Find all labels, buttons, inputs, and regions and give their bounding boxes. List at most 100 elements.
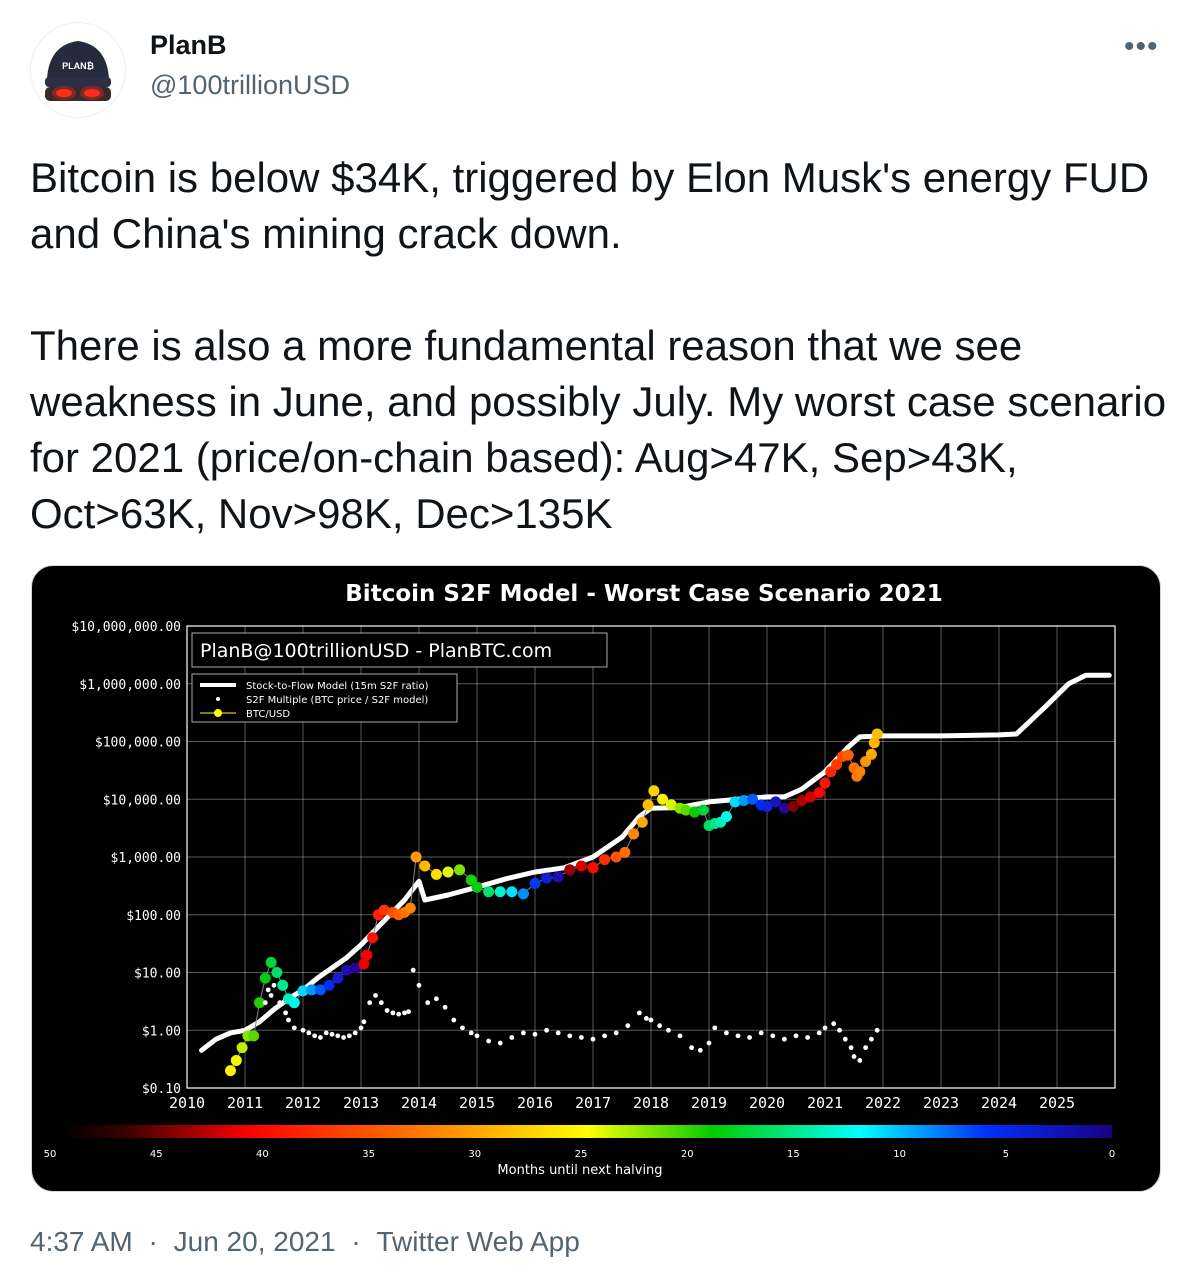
chart-title: Bitcoin S2F Model - Worst Case Scenario … — [345, 581, 942, 607]
s2f-multiple-point — [268, 993, 274, 998]
btc-price-point — [854, 766, 866, 778]
s2f-multiple-point — [874, 1027, 880, 1033]
s2f-multiple-point — [347, 1033, 352, 1039]
s2f-multiple-point — [434, 996, 439, 1002]
s2f-multiple-point — [265, 987, 271, 993]
btc-price-point — [842, 749, 854, 761]
tweet-media-chart[interactable]: Bitcoin S2F Model - Worst Case Scenario … — [31, 565, 1161, 1192]
s2f-multiple-point — [358, 1025, 364, 1031]
s2f-multiple-point — [323, 1030, 329, 1036]
author-handle[interactable]: @100trillionUSD — [150, 70, 350, 100]
s2f-multiple-point — [468, 1030, 474, 1036]
tweet-date[interactable]: Jun 20, 2021 — [173, 1226, 336, 1257]
s2f-multiple-point — [869, 1036, 874, 1042]
btc-price-point — [665, 799, 677, 811]
y-tick-label: $10.00 — [134, 967, 181, 982]
btc-price-point — [254, 997, 265, 1009]
s2f-multiple-point — [291, 1025, 297, 1031]
btc-price-point — [332, 972, 344, 984]
btc-price-point — [341, 964, 352, 976]
btc-price-point — [761, 800, 773, 812]
s2f-multiple-point — [857, 1058, 863, 1063]
colorbar-tick-label: 5 — [1003, 1149, 1009, 1160]
btc-price-point — [805, 791, 816, 803]
s2f-multiple-point — [378, 1000, 384, 1006]
legend-swatch-multiple — [216, 697, 220, 701]
s2f-multiple-point — [712, 1025, 718, 1031]
s2f-multiple-point — [474, 1033, 480, 1039]
btc-price-point — [419, 860, 431, 872]
colorbar-tick-label: 25 — [575, 1149, 588, 1160]
y-tick-label: $1,000,000.00 — [79, 678, 181, 693]
author-name[interactable]: PlanB — [150, 30, 227, 60]
s2f-multiple-point — [544, 1027, 549, 1033]
legend-entry: S2F Multiple (BTC price / S2F model) — [246, 695, 428, 706]
tweet-time[interactable]: 4:37 AM — [30, 1226, 133, 1257]
s2f-multiple-point — [335, 1033, 341, 1039]
s2f-multiple-point — [848, 1045, 854, 1051]
x-tick-label: 2025 — [1039, 1094, 1075, 1112]
x-tick-label: 2014 — [401, 1094, 437, 1112]
btc-price-point — [770, 796, 782, 808]
more-horizontal-icon[interactable]: ••• — [1124, 30, 1159, 63]
btc-price-point — [471, 881, 483, 893]
s2f-multiple-point — [697, 1047, 703, 1053]
x-tick-label: 2017 — [575, 1094, 611, 1112]
btc-price-point — [271, 967, 283, 978]
x-tick-label: 2018 — [633, 1094, 669, 1112]
x-tick-label: 2015 — [459, 1094, 495, 1112]
btc-price-point — [689, 806, 700, 818]
btc-price-point — [248, 1030, 260, 1042]
s2f-multiple-point — [805, 1035, 810, 1040]
s2f-multiple-point — [410, 967, 416, 973]
legend-box — [191, 673, 458, 723]
btc-price-point — [288, 997, 300, 1009]
s2f-multiple-point — [442, 1004, 448, 1010]
colorbar-tick-label: 40 — [256, 1149, 269, 1160]
btc-price-point — [361, 949, 373, 961]
btc-price-point — [778, 802, 790, 814]
colorbar-tick-label: 10 — [893, 1149, 906, 1160]
s2f-multiple-point — [283, 1010, 288, 1016]
s2f-multiple-point — [318, 1035, 323, 1040]
btc-price-line — [230, 733, 878, 1071]
btc-price-point — [868, 737, 880, 749]
chart-legend: PlanB@100trillionUSD - PlanBTC.com Stock-… — [191, 632, 608, 723]
btc-price-point — [738, 795, 750, 807]
tweet-text: Bitcoin is below $34K, triggered by Elon… — [30, 154, 1167, 537]
s2f-multiple-point — [863, 1045, 868, 1051]
s2f-multiple-point — [758, 1030, 764, 1036]
avatar[interactable]: PLAN₿ — [30, 22, 126, 118]
watermark-box — [191, 632, 608, 668]
btc-price-point — [628, 828, 640, 840]
s2f-multiple-point — [831, 1021, 837, 1027]
s2f-multiple-point — [521, 1030, 526, 1036]
btc-price-point — [729, 796, 741, 808]
x-tick-label: 2019 — [691, 1094, 727, 1112]
s2f-multiple-point — [677, 1033, 683, 1039]
btc-price-point — [642, 799, 654, 811]
btc-price-point — [442, 866, 454, 878]
colorbar-tick-label: 35 — [362, 1149, 375, 1160]
x-tick-label: 2020 — [749, 1094, 785, 1112]
y-tick-label: $1,000.00 — [111, 851, 181, 866]
s2f-multiple-point — [373, 993, 378, 998]
chart-axes: $0.10 $1.00 $10.00 $100.00 $1,000.00 $10,000.… — [71, 620, 1116, 1112]
btc-price-point — [297, 985, 309, 997]
btc-price-point — [358, 958, 370, 970]
x-tick-label: 2011 — [227, 1094, 263, 1112]
s2f-multiple-point — [555, 1030, 561, 1036]
btc-price-point — [796, 795, 808, 807]
btc-price-point — [680, 804, 692, 816]
s2f-multiple-point — [396, 1011, 402, 1017]
btc-price-point — [230, 1054, 242, 1066]
tweet-source[interactable]: Twitter Web App — [376, 1226, 580, 1257]
plot-frame — [186, 625, 1116, 1089]
btc-price-point — [529, 877, 541, 889]
btc-price-point — [483, 886, 495, 898]
x-tick-label: 2016 — [517, 1094, 553, 1112]
btc-price-point — [430, 868, 442, 880]
s2f-multiple-point — [837, 1027, 842, 1033]
s2f-multiple-point — [613, 1030, 619, 1036]
y-tick-label: $10,000.00 — [103, 793, 181, 808]
